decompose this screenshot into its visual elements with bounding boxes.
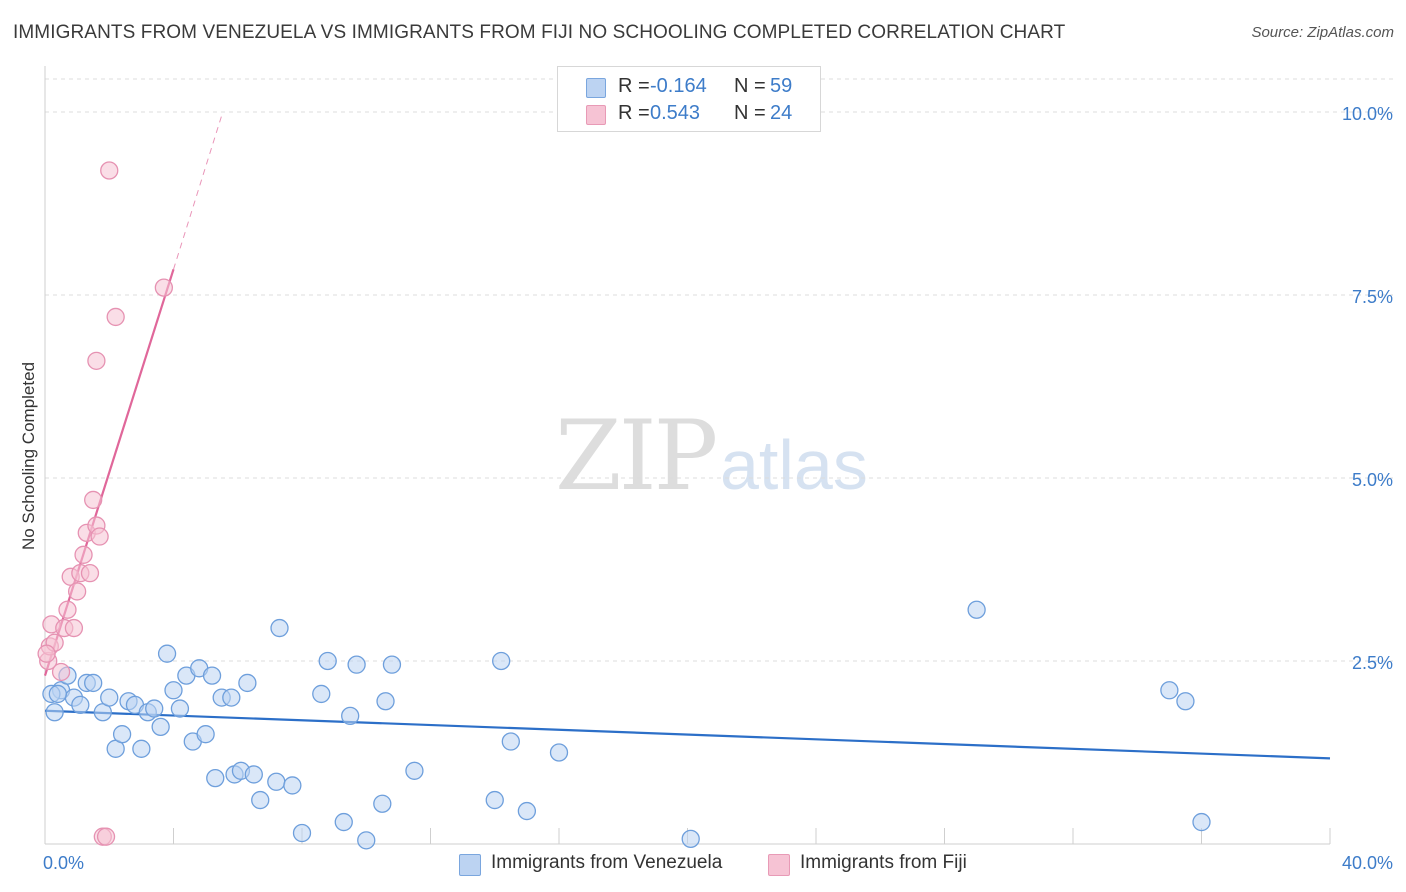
point-venezuela bbox=[967, 600, 986, 619]
bottom-legend-label-fiji: Immigrants from Fiji bbox=[800, 852, 967, 873]
legend-n-label: N = bbox=[734, 102, 766, 124]
point-fiji bbox=[64, 618, 84, 638]
point-fiji bbox=[154, 278, 174, 297]
point-venezuela bbox=[222, 688, 241, 707]
point-venezuela bbox=[382, 655, 402, 674]
source-label: Source: ZipAtlas.com bbox=[1251, 24, 1394, 41]
point-venezuela bbox=[1176, 692, 1195, 711]
legend-n-value: 24 bbox=[770, 102, 793, 124]
y-tick-label: 2.5% bbox=[1352, 653, 1393, 673]
chart-title: IMMIGRANTS FROM VENEZUELA VS IMMIGRANTS … bbox=[13, 22, 1066, 43]
bottom-legend-label-venezuela: Immigrants from Venezuela bbox=[491, 852, 723, 873]
point-venezuela bbox=[145, 699, 164, 718]
point-fiji bbox=[87, 351, 106, 370]
point-venezuela bbox=[270, 618, 289, 638]
y-tick-label: 5.0% bbox=[1352, 470, 1393, 490]
point-fiji bbox=[74, 545, 93, 564]
point-venezuela bbox=[244, 765, 263, 784]
point-venezuela bbox=[157, 644, 177, 663]
tick-labels: 10.0% 7.5% 5.0% 2.5% 0.0% 40.0% No Schooling C… bbox=[19, 104, 1393, 873]
point-venezuela bbox=[485, 790, 504, 810]
point-venezuela bbox=[501, 732, 520, 751]
point-fiji bbox=[106, 307, 125, 327]
point-venezuela bbox=[71, 695, 90, 715]
legend-row-venezuela: R = -0.164 N = 59 bbox=[558, 75, 820, 101]
watermark-zip: ZIP bbox=[555, 400, 718, 512]
axes bbox=[44, 66, 1331, 845]
point-venezuela bbox=[517, 801, 537, 821]
point-venezuela bbox=[549, 743, 569, 762]
legend-row-fiji: R = 0.543 N = 24 bbox=[558, 102, 820, 128]
trend-lines bbox=[43, 115, 1331, 760]
legend-swatch-venezuela bbox=[586, 78, 606, 98]
point-venezuela bbox=[238, 673, 257, 693]
point-fiji bbox=[80, 563, 100, 583]
legend-r-value: 0.543 bbox=[650, 102, 701, 124]
point-venezuela bbox=[373, 794, 392, 813]
point-venezuela bbox=[267, 772, 286, 791]
point-venezuela bbox=[45, 703, 64, 722]
point-venezuela bbox=[292, 823, 312, 843]
point-fiji bbox=[96, 827, 116, 846]
point-venezuela bbox=[1192, 812, 1211, 832]
legend-n-value: 59 bbox=[770, 75, 793, 97]
legend-n-label: N = bbox=[734, 75, 766, 97]
y-axis-title: No Schooling Completed bbox=[19, 362, 38, 550]
point-fiji bbox=[37, 644, 56, 663]
data-points bbox=[37, 161, 1211, 850]
point-venezuela bbox=[347, 655, 366, 674]
point-venezuela bbox=[283, 776, 302, 795]
point-fiji bbox=[100, 161, 119, 180]
point-fiji bbox=[67, 582, 87, 601]
x-tick-label: 40.0% bbox=[1342, 853, 1393, 873]
point-venezuela bbox=[206, 768, 225, 788]
point-venezuela bbox=[492, 651, 511, 671]
point-venezuela bbox=[334, 812, 353, 832]
trend-line bbox=[44, 709, 1331, 760]
point-fiji bbox=[58, 600, 77, 619]
point-venezuela bbox=[341, 706, 360, 726]
point-fiji bbox=[51, 662, 71, 682]
point-venezuela bbox=[681, 829, 700, 849]
trend-line-extension bbox=[173, 115, 223, 270]
point-venezuela bbox=[100, 688, 119, 707]
legend-r-label: R = bbox=[618, 75, 650, 97]
legend-swatch-fiji bbox=[586, 105, 606, 125]
point-venezuela bbox=[151, 717, 170, 737]
bottom-legend-swatch-venezuela bbox=[459, 854, 481, 876]
point-venezuela bbox=[357, 831, 376, 850]
watermark-atlas: atlas bbox=[720, 426, 868, 504]
grid-lines bbox=[45, 78, 1395, 662]
bottom-legend-swatch-fiji bbox=[768, 854, 790, 876]
y-tick-label: 10.0% bbox=[1342, 104, 1393, 124]
point-venezuela bbox=[312, 684, 331, 704]
point-fiji bbox=[84, 490, 103, 510]
legend-r-label: R = bbox=[618, 102, 650, 124]
correlation-legend: R = -0.164 N = 59 R = 0.543 N = 24 bbox=[557, 66, 821, 132]
point-venezuela bbox=[84, 673, 103, 693]
point-venezuela bbox=[48, 684, 67, 704]
point-venezuela bbox=[164, 681, 183, 700]
point-venezuela bbox=[318, 651, 337, 671]
point-venezuela bbox=[1160, 681, 1179, 700]
point-venezuela bbox=[196, 725, 215, 744]
point-venezuela bbox=[132, 739, 151, 758]
point-venezuela bbox=[251, 790, 270, 810]
point-venezuela bbox=[376, 692, 395, 711]
x-tick-label: 0.0% bbox=[43, 853, 84, 873]
legend-r-value: -0.164 bbox=[650, 75, 707, 97]
point-venezuela bbox=[202, 666, 222, 685]
point-fiji bbox=[90, 527, 109, 546]
point-venezuela bbox=[405, 761, 424, 780]
point-venezuela bbox=[170, 699, 190, 718]
y-tick-label: 7.5% bbox=[1352, 287, 1393, 307]
point-venezuela bbox=[112, 725, 132, 744]
